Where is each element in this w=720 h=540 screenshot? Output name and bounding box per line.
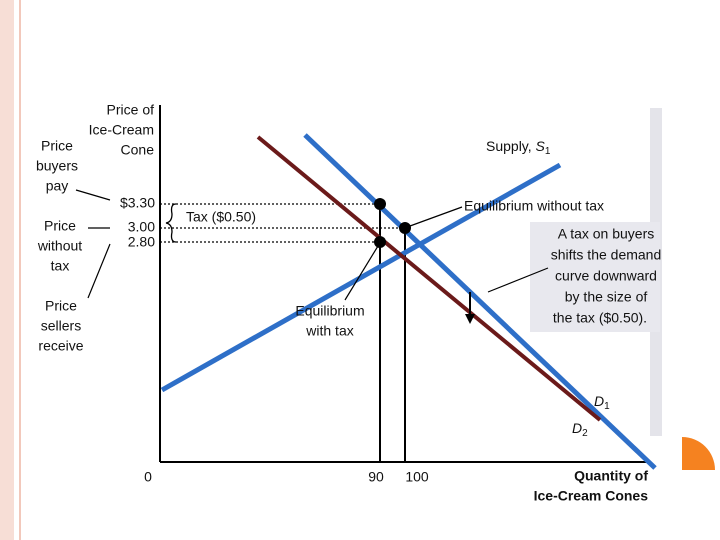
callout-text: the tax ($0.50). <box>553 310 647 326</box>
callout-text: curve downward <box>555 268 657 284</box>
tax-label: Tax ($0.50) <box>186 209 256 225</box>
x-axis-label: Quantity of <box>574 468 648 484</box>
deco-mask <box>648 470 720 540</box>
point <box>399 222 411 234</box>
callout-box <box>530 222 660 332</box>
left-label: receive <box>38 338 83 354</box>
x-tick-label: 100 <box>405 469 429 485</box>
y-tick-label: 3.00 <box>128 219 155 235</box>
y-axis-label: Cone <box>121 142 155 158</box>
eq-without-label: Equilibrium without tax <box>464 198 604 214</box>
pointer <box>487 267 549 293</box>
label-part: 1 <box>604 401 610 412</box>
label-part: S <box>536 138 546 154</box>
shift-arrowhead <box>465 314 475 324</box>
y-tick-label: $3.30 <box>120 195 155 211</box>
eq-with-label: with tax <box>305 323 353 339</box>
label-part: 1 <box>545 146 551 157</box>
y-tick-label: 2.80 <box>128 234 155 250</box>
d2-label: D2 <box>572 420 588 439</box>
label-part: D <box>572 420 582 436</box>
left-label: tax <box>51 258 70 274</box>
point <box>374 198 386 210</box>
d1-label: D1 <box>594 393 610 412</box>
label-part: D <box>594 393 604 409</box>
pointer <box>409 206 463 227</box>
eq-with-label: Equilibrium <box>295 303 364 319</box>
left-label: Price <box>45 298 77 314</box>
left-label: buyers <box>36 158 78 174</box>
point <box>374 236 386 248</box>
label-part: Supply, <box>486 138 536 154</box>
left-label: without <box>37 238 82 254</box>
supply-label: Supply, S1 <box>486 138 551 157</box>
demand-d1 <box>303 133 657 470</box>
pointer <box>75 189 111 201</box>
pointer <box>344 245 379 301</box>
x-tick-label: 0 <box>144 469 152 485</box>
pointer <box>87 243 111 299</box>
left-label: Price <box>41 138 73 154</box>
brace <box>165 203 177 243</box>
demand-d2 <box>256 135 602 422</box>
x-tick-label: 90 <box>368 469 384 485</box>
label-part: 2 <box>582 428 588 439</box>
supply-curve <box>160 162 562 393</box>
border <box>0 0 14 540</box>
callout-text: shifts the demand <box>551 247 662 263</box>
callout-text: by the size of <box>565 289 648 305</box>
x-axis-label: Ice-Cream Cones <box>534 488 649 504</box>
left-label: pay <box>46 178 69 194</box>
left-label: Price <box>44 218 76 234</box>
callout-text: A tax on buyers <box>558 226 655 242</box>
y-axis-label: Price of <box>107 102 155 118</box>
y-axis-label: Ice-Cream <box>89 122 154 138</box>
left-label: sellers <box>41 318 81 334</box>
